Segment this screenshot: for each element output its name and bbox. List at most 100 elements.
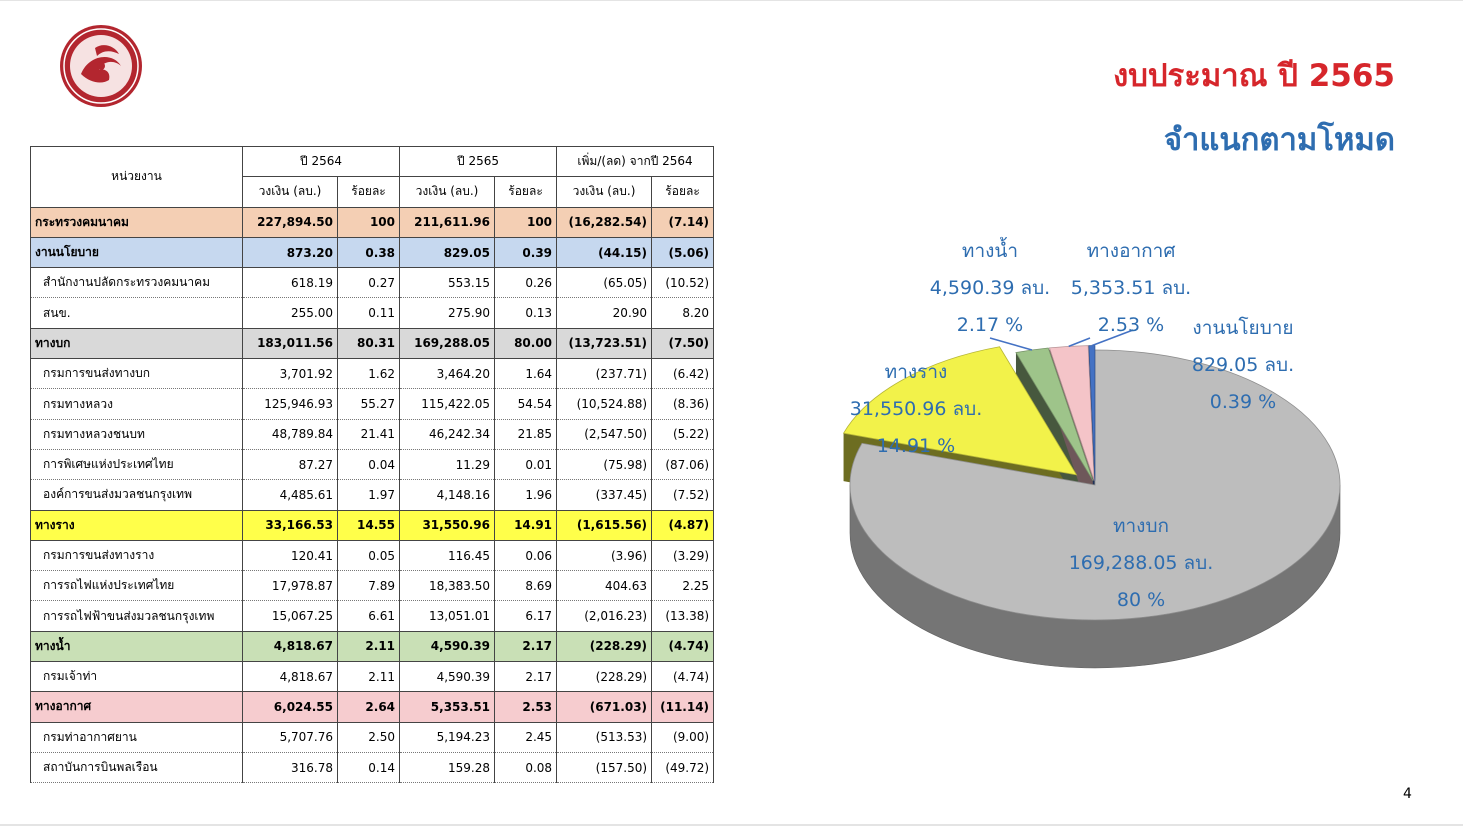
agency-name-cell: สนข. xyxy=(30,297,243,329)
amount-2564-cell: 4,818.67 xyxy=(242,661,338,693)
pie-label-งานนโยบาย: งานนโยบาย 829.05 ลบ. 0.39 % xyxy=(1192,310,1294,421)
amount-2565-cell: 211,611.96 xyxy=(399,206,496,238)
amount-change-cell: (237.71) xyxy=(556,358,653,390)
amount-2565-cell: 18,383.50 xyxy=(399,570,496,602)
percent-change-cell: (13.38) xyxy=(651,600,715,632)
amount-2564-cell: 120.41 xyxy=(242,539,338,572)
percent-2565-cell: 0.39 xyxy=(494,236,558,269)
percent-2565-cell: 2.17 xyxy=(494,630,558,663)
amount-change-cell: (337.45) xyxy=(556,479,653,511)
percent-change-cell: (4.74) xyxy=(651,630,715,663)
header-amount-change: วงเงิน (ลบ.) xyxy=(556,176,653,208)
leader-line xyxy=(989,337,1033,351)
header-amount-2564: วงเงิน (ลบ.) xyxy=(242,176,338,208)
table-group-row: ทางบก 183,011.56 80.31 169,288.05 80.00 (13,7… xyxy=(30,327,715,360)
percent-2564-cell: 2.50 xyxy=(336,721,401,753)
amount-2565-cell: 275.90 xyxy=(399,297,496,329)
agency-name-cell: การรถไฟฟ้าขนส่งมวลชนกรุงเทพ xyxy=(30,600,243,632)
pie-label-amount-label: 4,590.39 ลบ. xyxy=(929,277,1051,299)
amount-2565-cell: 159.28 xyxy=(399,751,496,784)
pie-slice-ทางบก xyxy=(849,349,1341,621)
percent-2564-cell: 0.14 xyxy=(336,751,401,784)
pie-label-amount-label: 829.05 ลบ. xyxy=(1191,354,1295,376)
amount-2564-cell: 33,166.53 xyxy=(242,509,338,541)
percent-2564-cell: 0.11 xyxy=(336,297,401,329)
amount-2564-cell: 255.00 xyxy=(242,297,338,329)
pie-label-name: ทางน้ำ xyxy=(961,240,1019,262)
agency-name-cell: กรมเจ้าท่า xyxy=(30,661,243,693)
percent-change-cell: 8.20 xyxy=(651,297,715,329)
amount-change-cell: (65.05) xyxy=(556,267,653,299)
header-percent-2565: ร้อยละ xyxy=(494,176,558,208)
amount-2565-cell: 169,288.05 xyxy=(399,327,496,360)
pie-chart xyxy=(760,200,1450,760)
amount-change-cell: (228.29) xyxy=(556,630,653,663)
amount-2564-cell: 48,789.84 xyxy=(242,418,338,450)
pie-chart-svg xyxy=(842,329,1341,669)
agency-name-cell: ทางราง xyxy=(30,509,243,541)
amount-2564-cell: 4,818.67 xyxy=(242,630,338,663)
pie-label-amount-label: 5,353.51 ลบ. xyxy=(1070,277,1192,299)
percent-change-cell: 2.25 xyxy=(651,570,715,602)
percent-change-cell: (5.22) xyxy=(651,418,715,450)
agency-name-cell: ทางบก xyxy=(30,327,243,360)
header-year-2564: ปี 2564 xyxy=(241,145,401,178)
pie-label-ทางน้ำ: ทางน้ำ 4,590.39 ลบ. 2.17 % xyxy=(930,233,1050,344)
percent-2565-cell: 0.08 xyxy=(494,751,558,784)
table-row: สถาบันการบินพลเรือน 316.78 0.14 159.28 0.08(… xyxy=(30,751,715,784)
pie-label-ทางบก: ทางบก 169,288.05 ลบ. 80 % xyxy=(1069,508,1214,619)
percent-2565-cell: 2.17 xyxy=(494,661,558,693)
table-group-row: กระทรวงคมนาคม 227,894.50 100 211,611.96 100(… xyxy=(30,206,715,238)
pie-slice-ทางอากาศ xyxy=(1048,345,1095,481)
percent-2564-cell: 1.62 xyxy=(336,358,401,390)
amount-change-cell: 404.63 xyxy=(556,570,653,602)
percent-2564-cell: 0.04 xyxy=(336,448,401,481)
pie-label-ทางอากาศ: ทางอากาศ 5,353.51 ลบ. 2.53 % xyxy=(1071,233,1191,344)
table-group-row: ทางอากาศ 6,024.55 2.64 5,353.51 2.53 (671.03)… xyxy=(30,691,715,723)
percent-2565-cell: 1.96 xyxy=(494,479,558,511)
percent-change-cell: (8.36) xyxy=(651,388,715,420)
amount-change-cell: (2,547.50) xyxy=(556,418,653,450)
amount-2564-cell: 4,485.61 xyxy=(242,479,338,511)
amount-change-cell: (13,723.51) xyxy=(556,327,653,360)
percent-change-cell: (5.06) xyxy=(651,236,715,269)
table-row: สำนักงานปลัดกระทรวงคมนาคม 618.19 0.27 553.1… xyxy=(30,267,715,299)
amount-change-cell: (513.53) xyxy=(556,721,653,753)
agency-name-cell: ทางอากาศ xyxy=(30,691,243,723)
amount-change-cell: (671.03) xyxy=(556,691,653,723)
agency-name-cell: กรมการขนส่งทางราง xyxy=(30,539,243,572)
percent-change-cell: (3.29) xyxy=(651,539,715,572)
amount-2565-cell: 829.05 xyxy=(399,236,496,269)
percent-2564-cell: 100 xyxy=(336,206,401,238)
ministry-seal-logo xyxy=(60,25,142,107)
header-amount-2565: วงเงิน (ลบ.) xyxy=(399,176,496,208)
amount-2565-cell: 4,590.39 xyxy=(399,661,496,693)
percent-2564-cell: 14.55 xyxy=(336,509,401,541)
table-row: การรถไฟฟ้าขนส่งมวลชนกรุงเทพ 15,067.25 6.61… xyxy=(30,600,715,632)
table-row: กรมทางหลวงชนบท 48,789.84 21.41 46,242.34 21.… xyxy=(30,418,715,450)
percent-2565-cell: 21.85 xyxy=(494,418,558,450)
amount-2565-cell: 4,590.39 xyxy=(399,630,496,663)
amount-2565-cell: 46,242.34 xyxy=(399,418,496,450)
percent-change-cell: (10.52) xyxy=(651,267,715,299)
agency-name-cell: การพิเศษแห่งประเทศไทย xyxy=(30,448,243,481)
agency-name-cell: สถาบันการบินพลเรือน xyxy=(30,751,243,784)
header-percent-2564: ร้อยละ xyxy=(336,176,401,208)
pie-label-percent-label: 2.17 % xyxy=(956,314,1024,336)
amount-change-cell: (1,615.56) xyxy=(556,509,653,541)
slide-title: งบประมาณ ปี 2565 xyxy=(1113,58,1395,94)
percent-2565-cell: 0.01 xyxy=(494,448,558,481)
percent-2565-cell: 6.17 xyxy=(494,600,558,632)
pie-label-percent-label: 14.91 % xyxy=(876,435,956,457)
table-row: กรมทางหลวง 125,946.93 55.27 115,422.05 54.54… xyxy=(30,388,715,420)
pie-label-ทางราง: ทางราง 31,550.96 ลบ. 14.91 % xyxy=(850,354,982,465)
percent-2564-cell: 2.64 xyxy=(336,691,401,723)
table-group-row: งานนโยบาย 873.20 0.38 829.05 0.39 (44.15) (5.0… xyxy=(30,236,715,269)
agency-name-cell: ทางน้ำ xyxy=(30,630,243,663)
percent-2564-cell: 55.27 xyxy=(336,388,401,420)
percent-2564-cell: 7.89 xyxy=(336,570,401,602)
percent-2565-cell: 8.69 xyxy=(494,570,558,602)
percent-2565-cell: 14.91 xyxy=(494,509,558,541)
percent-change-cell: (4.74) xyxy=(651,661,715,693)
agency-name-cell: องค์การขนส่งมวลชนกรุงเทพ xyxy=(30,479,243,511)
